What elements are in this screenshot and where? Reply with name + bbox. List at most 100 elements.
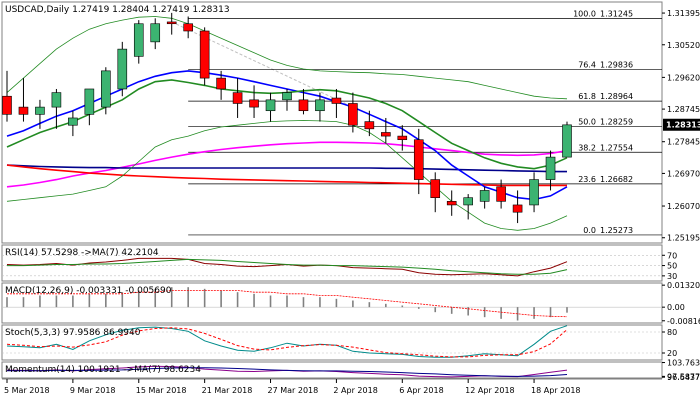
candle-body: [282, 92, 292, 101]
chart-panels: 1.31395 1.30520 1.29620 1.28745 1.27845 1.269…: [1, 1, 700, 382]
price-ma-line-1: [6, 164, 567, 173]
candle-body: [216, 77, 226, 90]
x-tick-label: 27 Mar 2018: [268, 386, 319, 395]
price-ytick-label: 1.30520: [667, 41, 700, 50]
rsi-line-1: [7, 258, 568, 275]
fib-level-value: 1.31245: [600, 9, 633, 18]
x-tick-label: 5 Mar 2018: [4, 386, 50, 395]
price-ytick-label: 1.26970: [667, 169, 700, 178]
rsi-frame: [1, 244, 663, 282]
stochastic-frame: [1, 324, 663, 361]
candle-body: [545, 156, 556, 180]
candle-body: [84, 88, 95, 115]
momentum-ytick-label: 96.6437: [667, 373, 700, 382]
fib-level-label: 0.0: [583, 226, 596, 235]
candle-body: [496, 186, 506, 202]
candle-body: [413, 139, 424, 180]
candle-body: [512, 204, 523, 213]
momentum-frame: [1, 361, 663, 379]
panel-stochastic: 80 20 Stoch(5,3,3) 97.9586 86.9940: [1, 324, 677, 361]
fib-level-value: 1.29836: [600, 61, 633, 70]
trendline: [171, 21, 354, 108]
candle-body: [2, 95, 12, 115]
stochastic-line-0: [6, 325, 568, 358]
candle-body: [150, 23, 161, 43]
x-tick-label: 2 Apr 2018: [333, 386, 377, 395]
price-title: USDCAD,Daily 1.27419 1.28404 1.27419 1.2…: [5, 5, 230, 15]
fib-level-label: 100.0: [573, 9, 596, 18]
candle-body: [463, 197, 473, 206]
momentum-line-1: [7, 367, 568, 377]
candle-body: [166, 21, 177, 25]
price-ma-line-5: [6, 16, 568, 100]
rsi-ytick-label: 30: [667, 272, 677, 281]
price-ytick-label: 1.31395: [667, 9, 700, 18]
macd-frame: [1, 282, 663, 324]
x-tick-label: 21 Mar 2018: [202, 386, 253, 395]
candle-body: [397, 135, 408, 141]
candle-body: [232, 92, 243, 104]
price-ytick-label: 1.27845: [667, 138, 700, 147]
macd-title: MACD(12,26,9) -0.003331 -0.005690: [5, 286, 172, 296]
x-tick-label: 6 Apr 2018: [399, 386, 443, 395]
price-ytick-label: 1.28745: [667, 105, 700, 114]
candle-body: [298, 99, 309, 112]
stochastic-line-1: [6, 327, 568, 358]
price-ma-line-6: [6, 120, 568, 231]
stochastic-title: Stoch(5,3,3) 97.9586 86.9940: [5, 328, 141, 338]
candle-body: [183, 23, 193, 32]
fib-level-label: 50.0: [578, 118, 596, 127]
candle-body: [117, 48, 128, 90]
fib-level-label: 61.8: [578, 92, 596, 101]
candle-body: [249, 99, 259, 108]
stochastic-ytick-label: 20: [667, 349, 677, 358]
x-axis: 5 Mar 2018 9 Mar 2018 15 Mar 2018 21 Mar 20…: [2, 378, 662, 395]
rsi-ytick-label: 70: [667, 251, 677, 260]
macd-signal-line: [7, 290, 568, 318]
candle-body: [101, 70, 111, 108]
x-tick-label: 12 Apr 2018: [465, 386, 514, 395]
macd-ytick-label: 0.00: [667, 303, 685, 312]
x-tick-label: 9 Mar 2018: [70, 386, 116, 395]
macd-ytick-label: -0.008168: [667, 317, 700, 326]
candle-body: [68, 117, 78, 126]
fib-level-label: 76.4: [578, 61, 596, 70]
candle-body: [529, 179, 539, 206]
fib-level-label: 23.6: [578, 175, 596, 184]
fib-level-value: 1.25273: [600, 226, 633, 235]
candle-body: [479, 190, 490, 202]
candle-body: [562, 124, 572, 158]
candle-body: [265, 99, 276, 112]
candle-body: [35, 106, 45, 115]
fib-level-value: 1.28259: [600, 118, 633, 127]
price-frame: [1, 1, 663, 244]
candle-body: [133, 23, 144, 57]
momentum-ytick-label: 103.7637: [667, 359, 700, 368]
candle-body: [364, 121, 375, 130]
candle-body: [381, 132, 391, 137]
candle-body: [446, 201, 457, 206]
x-tick-label: 18 Apr 2018: [531, 386, 580, 395]
candle-body: [331, 97, 342, 104]
stochastic-ytick-label: 80: [667, 328, 677, 337]
candle-body: [18, 106, 29, 115]
macd-ytick-label: 0.013201: [667, 281, 700, 290]
momentum-ytick-label: 97.5877: [667, 372, 700, 381]
fib-level-value: 1.27554: [600, 143, 633, 152]
price-ytick-label: 1.26070: [667, 202, 700, 211]
momentum-title: Momentum(14) 100.1921 ->MA(7) 98.6234: [5, 365, 201, 375]
candle-body: [199, 30, 210, 79]
candle-body: [315, 99, 325, 112]
last-price-label: 1.28313: [666, 121, 700, 130]
rsi-title: RSI(14) 57.5298 ->MA(7) 42.2104: [5, 248, 159, 258]
fib-level-value: 1.28964: [600, 92, 633, 101]
candle-body: [51, 92, 62, 108]
panel-price: 1.31395 1.30520 1.29620 1.28745 1.27845 1.269…: [1, 1, 700, 244]
candle-body: [348, 103, 358, 126]
rsi-ytick-label: 50: [667, 262, 677, 271]
last-price-box: [663, 118, 700, 131]
